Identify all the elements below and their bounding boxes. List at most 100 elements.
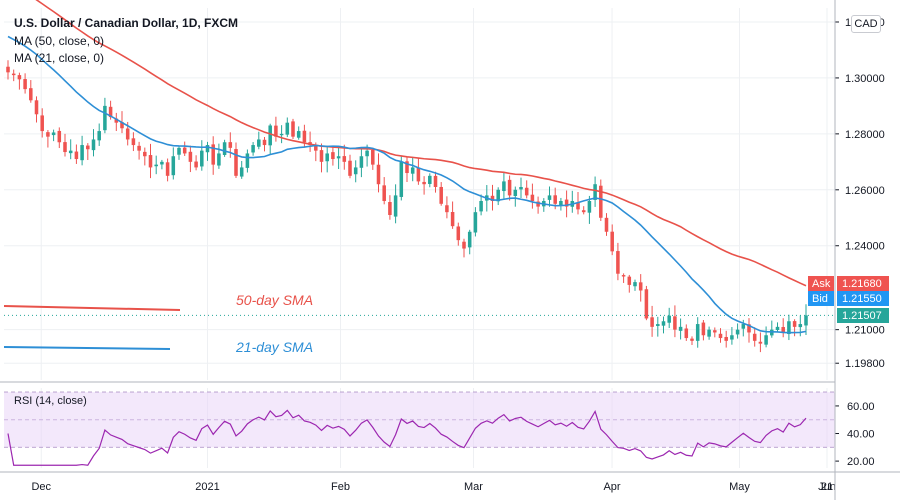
candle [222,139,227,157]
candle-body [57,130,62,143]
candle [188,145,193,173]
ma50-legend[interactable]: MA (50, close, 0) [14,34,105,48]
candle-body [798,324,803,328]
candle [616,242,620,281]
price-tag[interactable]: 1.21507 [837,308,889,323]
candle [245,149,250,173]
candle [490,184,495,211]
candle [182,141,187,156]
candle-body [695,324,700,341]
candle [502,172,506,199]
candle-body [171,156,176,176]
candle [661,316,666,334]
price-tag-value-box [837,308,889,323]
candle [11,69,16,82]
candle [103,97,107,134]
candle [279,125,284,144]
candle [177,146,181,160]
candle-body [200,150,204,167]
candle [57,127,62,149]
candle [604,213,609,236]
candle-body [217,153,221,166]
candle [667,307,671,329]
candle-body [735,329,740,335]
candle [274,116,278,142]
candle-body [741,324,746,329]
ma50-sample-line [3,305,181,311]
candle-body [393,195,398,217]
candle-body [319,150,324,162]
candle [388,195,392,220]
candle-body [633,282,637,287]
candle [781,318,785,338]
y-tick-label: 1.30000 [845,73,885,85]
candle [91,129,96,157]
candle [718,328,723,343]
candle [787,314,791,341]
candle-body [74,151,79,160]
candle-body [792,321,797,327]
candle-body [268,125,272,146]
candle-body [205,145,210,153]
candle-body [165,162,170,176]
candle-body [479,200,483,212]
candle [251,142,255,156]
candle-body [160,161,164,165]
candle-body [496,189,500,202]
candle [747,318,751,343]
candle [524,180,529,199]
rsi-legend[interactable]: RSI (14, close) [14,395,87,407]
price-tag[interactable]: Bid 1.21550 [808,291,889,306]
candle [17,72,22,90]
ma21-legend[interactable]: MA (21, close, 0) [14,51,105,65]
candle-body [473,212,478,233]
candle [342,144,347,170]
candle-body [678,326,683,331]
candle [656,316,660,337]
candle-body [445,205,449,213]
candle-body [775,326,780,330]
candle [325,147,329,173]
candle [40,108,44,138]
candle [439,182,443,206]
candle [217,143,221,169]
candle [51,129,56,142]
candle-body [6,66,10,73]
candle-body [182,147,187,154]
candle [775,322,780,332]
candle [29,80,33,103]
candle [707,326,711,340]
candle [257,131,261,150]
currency-label[interactable]: CAD [851,15,881,33]
candle-body [405,161,409,174]
candle-body [467,231,472,248]
candle-body [804,315,808,326]
candle [422,176,426,195]
candle [416,157,421,185]
candle [581,206,586,215]
candle [587,195,592,224]
candle-body [331,152,335,160]
price-tag-label: Ask [812,278,831,290]
y-tick-label: 1.26000 [845,185,885,197]
candle-body [239,167,244,177]
candle-body [11,73,16,76]
candle-body [29,88,33,101]
candle-body [684,328,689,339]
candle [205,141,210,161]
candle-body [120,122,124,129]
candle [473,207,478,237]
candle-body [604,217,609,232]
candle-body [587,200,592,213]
candle [713,327,717,338]
rsi-y-tick-label: 60.00 [847,401,875,413]
candle [633,279,637,291]
candle-body [23,79,27,90]
candle-body [644,289,649,319]
candle-body [279,133,284,136]
candle [336,146,341,169]
candle [114,112,119,132]
price-tag[interactable]: Ask 1.21680 [808,276,889,291]
candle-body [234,149,238,176]
